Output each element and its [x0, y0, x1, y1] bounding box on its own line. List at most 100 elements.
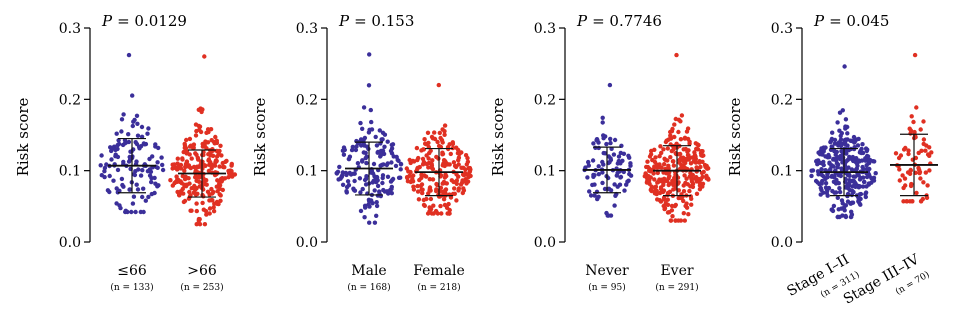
data-point	[424, 161, 429, 167]
data-point	[663, 201, 669, 207]
data-point	[832, 141, 838, 146]
data-point	[370, 201, 375, 206]
data-point	[704, 173, 709, 178]
data-point	[398, 175, 403, 180]
data-point	[700, 153, 705, 158]
data-point	[107, 189, 112, 195]
data-point	[175, 156, 180, 161]
data-point	[436, 82, 441, 88]
data-point	[429, 165, 434, 170]
data-point	[223, 159, 228, 164]
data-point	[133, 169, 138, 174]
data-point	[380, 175, 385, 181]
data-point	[182, 168, 187, 173]
data-point	[194, 174, 199, 180]
data-point	[211, 139, 217, 145]
data-point	[681, 183, 686, 188]
data-point	[364, 174, 369, 179]
data-point	[374, 200, 379, 205]
data-point	[649, 184, 654, 189]
data-point	[692, 150, 697, 155]
data-point	[377, 189, 382, 194]
data-point	[418, 183, 423, 189]
data-point	[152, 175, 157, 181]
data-point	[700, 149, 705, 154]
data-point	[649, 188, 654, 194]
data-point	[463, 167, 468, 172]
data-point	[420, 162, 426, 167]
data-point	[109, 146, 115, 151]
data-point	[460, 178, 465, 183]
y-tick-label: 0.1	[296, 164, 318, 180]
data-point	[344, 189, 349, 194]
data-point	[434, 154, 439, 160]
data-point	[646, 174, 651, 179]
data-point	[446, 211, 452, 216]
data-point	[140, 194, 145, 200]
data-point	[102, 165, 108, 171]
y-tick-label: 0.1	[534, 164, 556, 180]
data-point	[678, 137, 684, 142]
data-point	[160, 167, 166, 173]
chart-panel-1: 0.0 0.1 0.2 0.3 Risk score P = 0.0129 ≤66 (n = 1…	[14, 12, 238, 293]
data-point	[160, 162, 165, 168]
data-point	[198, 106, 203, 111]
data-point	[667, 189, 673, 194]
data-point	[134, 141, 140, 147]
data-point	[861, 167, 866, 172]
data-point	[452, 163, 458, 169]
data-point	[147, 156, 152, 162]
data-point	[174, 174, 179, 179]
data-point	[616, 154, 622, 159]
y-tick-label: 0.3	[296, 21, 318, 37]
data-point	[671, 187, 676, 192]
data-point	[135, 187, 141, 192]
data-point	[865, 147, 870, 152]
data-point	[652, 164, 657, 169]
data-point	[612, 137, 618, 143]
data-point	[188, 165, 193, 171]
data-point	[816, 150, 821, 155]
data-point	[198, 129, 204, 135]
data-point	[99, 173, 105, 178]
data-point	[337, 164, 342, 170]
data-point	[810, 168, 816, 173]
data-point	[676, 188, 681, 193]
data-point	[823, 154, 828, 159]
data-point	[181, 199, 187, 205]
data-point	[431, 203, 436, 208]
data-point	[608, 140, 613, 146]
data-point	[860, 184, 866, 189]
data-point	[438, 203, 443, 209]
data-point	[410, 158, 416, 164]
data-point	[678, 119, 683, 124]
data-point	[672, 134, 677, 140]
data-point	[368, 107, 373, 113]
data-point	[127, 187, 133, 192]
data-point	[652, 159, 658, 165]
data-point	[132, 172, 138, 178]
data-point	[119, 129, 124, 134]
data-point	[662, 205, 668, 211]
data-point	[107, 173, 112, 179]
data-point	[449, 178, 454, 183]
data-point	[380, 130, 386, 135]
data-point	[464, 181, 469, 186]
y-tick-label: 0.2	[534, 92, 556, 108]
data-point	[217, 186, 222, 191]
data-point	[365, 144, 370, 149]
data-point	[836, 140, 842, 145]
data-point	[194, 201, 199, 206]
data-point	[357, 176, 363, 181]
data-point	[375, 149, 381, 155]
data-point	[857, 150, 863, 155]
data-point	[344, 184, 350, 190]
data-point	[839, 198, 845, 203]
data-point	[665, 146, 670, 151]
data-point	[842, 208, 847, 213]
data-point	[428, 148, 433, 153]
data-point	[188, 193, 193, 198]
data-point	[347, 170, 352, 176]
data-point	[852, 136, 857, 141]
data-point	[817, 182, 822, 187]
